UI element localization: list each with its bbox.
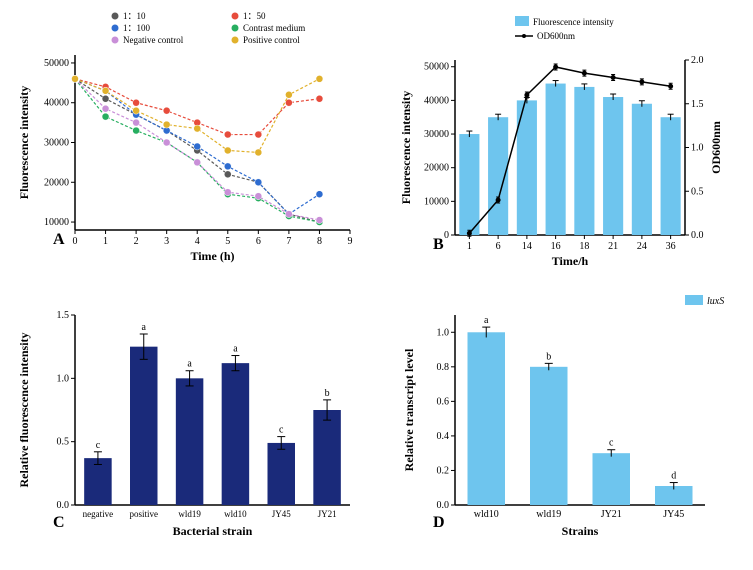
svg-text:b: b [546, 351, 551, 362]
svg-text:c: c [279, 425, 284, 436]
svg-text:7: 7 [286, 236, 291, 247]
svg-text:Relative transcript level: Relative transcript level [402, 348, 416, 471]
svg-text:JY21: JY21 [601, 509, 622, 520]
svg-text:0.5: 0.5 [57, 437, 70, 448]
svg-text:Bacterial strain: Bacterial strain [173, 524, 253, 538]
svg-text:20000: 20000 [44, 177, 69, 188]
svg-text:5: 5 [225, 236, 230, 247]
svg-text:6: 6 [496, 241, 501, 252]
svg-text:Contrast medium: Contrast medium [243, 23, 305, 33]
svg-text:d: d [671, 471, 676, 482]
svg-text:C: C [53, 514, 65, 531]
svg-text:50000: 50000 [44, 58, 69, 69]
svg-text:Fluorescence intensity: Fluorescence intensity [399, 91, 413, 204]
svg-text:8: 8 [317, 236, 322, 247]
svg-text:30000: 30000 [44, 138, 69, 149]
svg-text:1.0: 1.0 [57, 373, 70, 384]
svg-text:a: a [142, 322, 147, 333]
svg-text:9: 9 [348, 236, 353, 247]
svg-text:b: b [325, 388, 330, 399]
svg-text:1：50: 1：50 [243, 11, 266, 21]
svg-text:c: c [609, 438, 614, 449]
svg-text:wld19: wld19 [536, 509, 561, 520]
svg-text:1：100: 1：100 [123, 23, 151, 33]
svg-text:A: A [53, 231, 65, 248]
svg-text:0.0: 0.0 [57, 500, 70, 511]
svg-text:0.0: 0.0 [437, 500, 450, 511]
svg-text:0.6: 0.6 [437, 396, 450, 407]
svg-text:4: 4 [195, 236, 200, 247]
svg-text:20000: 20000 [424, 163, 449, 174]
svg-text:3: 3 [164, 236, 169, 247]
svg-text:10000: 10000 [424, 196, 449, 207]
svg-text:B: B [433, 236, 444, 253]
svg-text:2.0: 2.0 [691, 55, 704, 66]
svg-text:JY45: JY45 [272, 509, 292, 519]
svg-text:18: 18 [579, 241, 589, 252]
svg-text:0.4: 0.4 [437, 431, 450, 442]
svg-text:D: D [433, 514, 445, 531]
svg-text:Negative control: Negative control [123, 35, 184, 45]
svg-text:1: 1 [103, 236, 108, 247]
svg-text:0.0: 0.0 [691, 230, 704, 241]
svg-text:1.5: 1.5 [691, 99, 704, 110]
svg-text:24: 24 [637, 241, 647, 252]
svg-text:30000: 30000 [424, 129, 449, 140]
svg-text:Time/h: Time/h [552, 254, 589, 268]
svg-text:40000: 40000 [44, 98, 69, 109]
svg-text:21: 21 [608, 241, 618, 252]
svg-text:OD600nm: OD600nm [537, 31, 575, 41]
svg-text:positive: positive [130, 509, 159, 519]
svg-text:14: 14 [522, 241, 532, 252]
svg-text:1.5: 1.5 [57, 310, 70, 321]
svg-text:JY21: JY21 [318, 509, 337, 519]
svg-text:0.2: 0.2 [437, 465, 450, 476]
svg-text:1: 1 [467, 241, 472, 252]
svg-text:0: 0 [444, 230, 449, 241]
svg-text:0: 0 [73, 236, 78, 247]
svg-text:c: c [96, 440, 101, 451]
svg-text:0.8: 0.8 [437, 362, 450, 373]
svg-text:2: 2 [134, 236, 139, 247]
svg-text:16: 16 [551, 241, 561, 252]
svg-text:a: a [233, 344, 238, 355]
svg-text:Strains: Strains [562, 524, 599, 538]
svg-text:10000: 10000 [44, 217, 69, 228]
svg-text:JY45: JY45 [663, 509, 684, 520]
svg-text:Fluorescence intensity: Fluorescence intensity [17, 86, 31, 199]
svg-text:36: 36 [666, 241, 676, 252]
svg-text:40000: 40000 [424, 95, 449, 106]
svg-text:6: 6 [256, 236, 261, 247]
svg-text:a: a [187, 359, 192, 370]
svg-text:wld10: wld10 [224, 509, 247, 519]
svg-text:OD600nm: OD600nm [709, 121, 723, 174]
svg-text:50000: 50000 [424, 62, 449, 73]
svg-text:wld10: wld10 [474, 509, 499, 520]
svg-text:1：10: 1：10 [123, 11, 146, 21]
svg-text:wld19: wld19 [178, 509, 201, 519]
svg-text:negative: negative [83, 509, 114, 519]
svg-text:Time (h): Time (h) [190, 249, 234, 263]
svg-text:1.0: 1.0 [691, 143, 704, 154]
svg-text:Relative fluorescence intensit: Relative fluorescence intensity [17, 332, 31, 487]
svg-text:Positive control: Positive control [243, 35, 300, 45]
svg-text:0.5: 0.5 [691, 186, 704, 197]
svg-text:1.0: 1.0 [437, 327, 450, 338]
svg-text:Fluorescence intensity: Fluorescence intensity [533, 17, 614, 27]
svg-text:luxS: luxS [707, 296, 724, 307]
svg-text:a: a [484, 315, 489, 326]
